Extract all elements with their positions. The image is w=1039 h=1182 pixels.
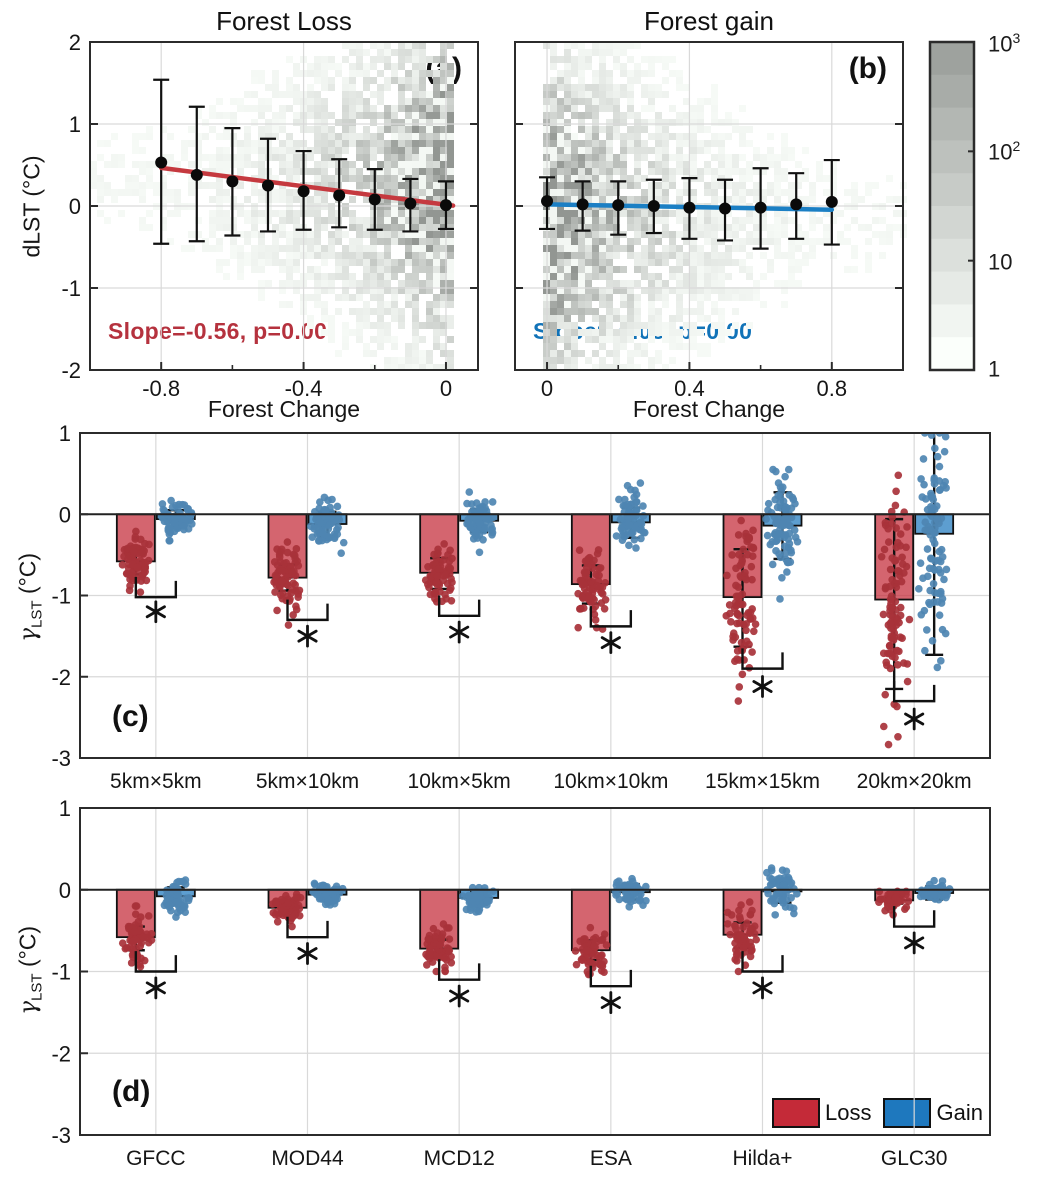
svg-text:-2: -2 — [51, 665, 71, 690]
svg-text:MCD12: MCD12 — [424, 1147, 495, 1170]
svg-text:GFCC: GFCC — [126, 1147, 186, 1170]
svg-text:0: 0 — [69, 194, 81, 219]
panel-c-plot: 1 0 -1 -2 -3 5km×5km 5km×10km 10km×5km 10km×10km… — [51, 421, 991, 793]
panel-b-xlabel: Forest Change — [632, 396, 786, 422]
panel-a-title: Forest Loss — [216, 6, 352, 36]
svg-text:-1: -1 — [61, 276, 81, 301]
panel-d-plot: 1 0 -1 -2 -3 GFCC MOD44 MCD12 ESA Hilda+ GLC30 — [51, 796, 991, 1170]
svg-text:-1: -1 — [51, 960, 71, 985]
legend-gain-swatch — [883, 1098, 932, 1128]
svg-text:-3: -3 — [51, 1123, 71, 1148]
panel-d-label: (d) — [112, 1075, 151, 1108]
svg-text:-0.8: -0.8 — [142, 376, 180, 401]
svg-text:15km×15km: 15km×15km — [705, 770, 820, 793]
legend: Loss Gain — [772, 1098, 983, 1128]
svg-text:0: 0 — [59, 502, 71, 527]
svg-text:0: 0 — [59, 878, 71, 903]
colorbar — [928, 40, 976, 372]
svg-text:-2: -2 — [61, 358, 81, 383]
svg-text:-3: -3 — [51, 746, 71, 771]
svg-text:MOD44: MOD44 — [271, 1147, 344, 1170]
svg-text:-1: -1 — [51, 584, 71, 609]
panel-c-label: (c) — [112, 700, 149, 733]
panel-b-title: Forest gain — [643, 6, 775, 36]
svg-text:2: 2 — [69, 30, 81, 55]
colorbar-label-100: 102 — [988, 138, 1021, 165]
svg-text:20km×20km: 20km×20km — [857, 770, 972, 793]
svg-text:-2: -2 — [51, 1041, 71, 1066]
svg-text:1: 1 — [59, 796, 71, 821]
svg-text:1: 1 — [69, 112, 81, 137]
panel-a-xlabel: Forest Change — [207, 396, 361, 422]
svg-text:0.8: 0.8 — [817, 376, 848, 401]
svg-text:ESA: ESA — [590, 1147, 632, 1170]
legend-gain-label: Gain — [936, 1100, 983, 1125]
svg-text:Hilda+: Hilda+ — [732, 1147, 792, 1170]
colorbar-label-1000: 103 — [988, 30, 1021, 57]
svg-text:GLC30: GLC30 — [881, 1147, 948, 1170]
colorbar-label-1: 1 — [988, 356, 1001, 382]
svg-text:-0.4: -0.4 — [285, 376, 323, 401]
svg-text:0.4: 0.4 — [674, 376, 705, 401]
svg-text:1: 1 — [59, 421, 71, 446]
colorbar-label-10: 10 — [988, 249, 1013, 275]
svg-text:10km×5km: 10km×5km — [408, 770, 511, 793]
legend-loss-label: Loss — [825, 1100, 872, 1125]
svg-text:10km×10km: 10km×10km — [553, 770, 668, 793]
panel-b-plot: 0 0.4 0.8 — [514, 41, 907, 401]
legend-loss-swatch — [772, 1098, 820, 1128]
svg-text:5km×10km: 5km×10km — [256, 770, 359, 793]
panel-a-slope-annotation: Slope=-0.56, p=0.00 — [108, 318, 328, 344]
panel-a-plot: -0.8 -0.4 0 -2 -1 0 1 2 — [61, 30, 479, 401]
svg-text:0: 0 — [541, 376, 553, 401]
svg-text:0: 0 — [440, 376, 452, 401]
svg-text:5km×5km: 5km×5km — [110, 770, 202, 793]
panel-b-label: (b) — [848, 52, 887, 85]
